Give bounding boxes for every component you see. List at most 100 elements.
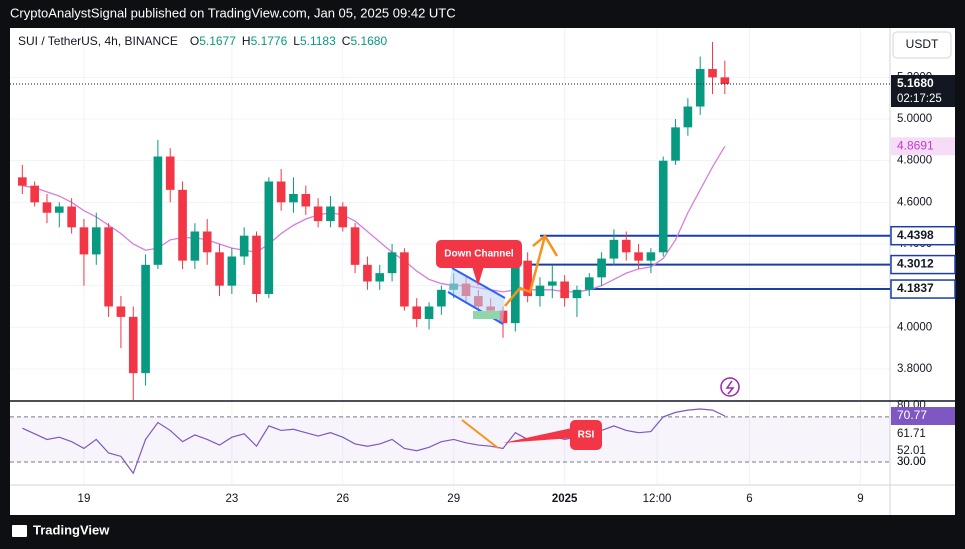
y-tick-label: 4.6000: [897, 196, 932, 208]
ohlc-value: 5.1677: [199, 34, 236, 48]
candle-body: [634, 252, 643, 261]
level-label-box: [890, 254, 956, 275]
rsi-callout-text: RSI: [578, 430, 595, 441]
candle-body: [79, 227, 89, 255]
candle-body: [153, 156, 163, 265]
candle-body: [695, 69, 705, 107]
y-tick-label: 4.8000: [897, 155, 932, 167]
candle-body: [313, 206, 323, 222]
ohlc-key: H: [242, 34, 251, 48]
candle-body: [412, 306, 422, 319]
callout-box: [436, 240, 522, 268]
channel-fill: [448, 268, 505, 324]
last-price-box: [891, 75, 955, 108]
candle-body: [289, 194, 298, 203]
candle-body: [720, 77, 730, 85]
plot: 19232629202512:00693.80004.00004.20004.4…: [10, 28, 956, 515]
header-text: CryptoAnalystSignal published on Trading…: [10, 5, 456, 20]
rsi-extra-label: 52.01: [897, 445, 926, 457]
candle-body: [252, 235, 261, 294]
candle-body: [264, 181, 274, 294]
rsi-line: [22, 408, 726, 475]
candle-body: [18, 177, 27, 186]
rsi-orange-line: [461, 419, 499, 449]
candle-body: [671, 127, 680, 161]
lightning-bolt: [725, 380, 735, 395]
candle-body: [104, 227, 113, 307]
x-tick-label: 2025: [552, 493, 578, 505]
candle-body: [42, 202, 52, 213]
rsi-callout-pointer: [503, 428, 572, 443]
candle-body: [621, 239, 631, 253]
rsi-extra-box: [891, 425, 955, 443]
green-box: [473, 311, 500, 319]
symbol: SUI / TetherUS, 4h, BINANCE: [18, 34, 178, 48]
x-tick-label: 6: [746, 493, 752, 505]
x-tick-label: 23: [225, 493, 238, 505]
level-label-box: [890, 225, 956, 246]
candle-body: [215, 252, 224, 286]
candle-body: [202, 231, 212, 253]
candle-body: [609, 239, 619, 259]
x-tick-label: 12:00: [643, 493, 672, 505]
lightning-icon[interactable]: [720, 377, 740, 397]
candle-body: [535, 285, 545, 297]
rsi-tick-label: 30.00: [897, 456, 926, 468]
footer-logo: TradingView: [33, 522, 110, 537]
candle-body: [658, 160, 668, 253]
rsi-extra-box: [891, 442, 955, 460]
candle-body: [326, 206, 335, 222]
rsi-callout-box: [570, 420, 602, 450]
candle-body: [128, 316, 138, 374]
currency: USDT: [906, 37, 939, 51]
ohlc-key: C: [342, 34, 351, 48]
candle-body: [547, 281, 557, 286]
candle-body: [363, 264, 372, 282]
ohlc-key: O: [190, 34, 199, 48]
x-tick-label: 19: [78, 493, 91, 505]
annotations: Down Channel RSI: [436, 234, 740, 450]
candle-body: [597, 258, 606, 278]
y-tick-label: 5.0000: [897, 113, 932, 125]
candle-body: [646, 252, 656, 261]
ohlc-legend: O 5.1677 H 5.1776 L 5.1183 C 5.1680: [190, 34, 388, 48]
x-tick-label: 26: [336, 493, 349, 505]
candle-body: [30, 185, 39, 203]
x-tick-label: 29: [447, 493, 460, 505]
currency-button[interactable]: [892, 31, 952, 59]
candle-body: [67, 206, 76, 228]
ma-label: 4.8691: [897, 138, 934, 152]
rsi-tick-label: 30.00: [897, 456, 926, 468]
ohlc-key: L: [293, 34, 300, 48]
orange-arrowhead: [532, 234, 559, 257]
candle-body: [91, 227, 101, 255]
candle-body: [572, 289, 582, 299]
orange-arrow: [504, 235, 547, 307]
candle-body: [523, 260, 532, 297]
candle-body: [683, 106, 693, 128]
level-label: 4.3012: [897, 257, 934, 271]
rsi-band: [10, 416, 890, 462]
candle-body: [387, 252, 397, 274]
candle-body: [400, 252, 409, 307]
candle-body: [116, 306, 126, 317]
y-tick-label: 4.0000: [897, 321, 932, 333]
candle-body: [584, 277, 594, 290]
level-label: 4.1837: [897, 281, 934, 295]
ma-label-box: [891, 137, 955, 156]
candle-body: [165, 156, 175, 190]
candle-body: [375, 273, 385, 282]
callout-text: Down Channel: [444, 249, 514, 260]
countdown: 02:17:25: [897, 93, 942, 105]
rsi-current-box: [891, 407, 955, 426]
candle-body: [178, 189, 187, 261]
chart-panel: [10, 28, 955, 515]
y-tick-label: 3.8000: [897, 363, 932, 375]
candle-body: [338, 206, 348, 228]
ohlc-value: 5.1183: [300, 34, 336, 48]
candle-body: [708, 69, 717, 78]
candle-body: [54, 206, 64, 213]
candle-body: [141, 264, 150, 374]
